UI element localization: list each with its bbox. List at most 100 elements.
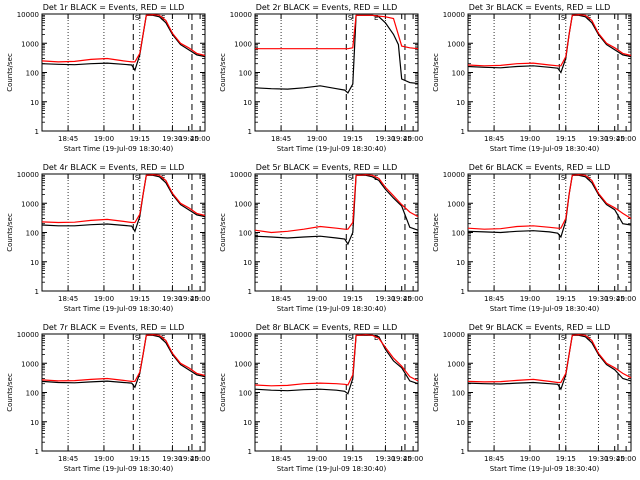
start-marker-label: S xyxy=(561,334,566,342)
y-tick-label: 1 xyxy=(461,128,465,136)
y-tick-label: 1000 xyxy=(447,200,465,208)
x-tick-label: 19:00 xyxy=(307,135,327,143)
x-tick-label: 18:45 xyxy=(58,295,78,303)
chart-title: Det 7r BLACK = Events, RED = LLD xyxy=(43,323,185,332)
x-axis-label: Start Time (19-Jul-09 18:30:40) xyxy=(64,465,174,473)
x-tick-label: 20:00 xyxy=(616,295,636,303)
y-tick-label: 10000 xyxy=(230,11,252,19)
lld-series-line xyxy=(467,14,632,67)
lld-series-line xyxy=(467,174,632,230)
x-axis-label: Start Time (19-Jul-09 18:30:40) xyxy=(64,305,174,313)
x-tick-label: 19:15 xyxy=(343,455,363,463)
chart-title: Det 5r BLACK = Events, RED = LLD xyxy=(256,163,398,172)
x-tick-label: 19:45 xyxy=(605,135,625,143)
x-tick-label: 19:30 xyxy=(375,295,395,303)
y-tick-label: 100 xyxy=(239,70,252,78)
x-tick-label: 20:00 xyxy=(190,455,210,463)
lld-series-line xyxy=(41,174,206,224)
start-marker-label: S xyxy=(135,14,140,22)
y-tick-label: 1 xyxy=(35,448,39,456)
y-tick-label: 100 xyxy=(452,390,465,398)
chart-panel-9: Det 9r BLACK = Events, RED = LLD 1 10 100 10… xyxy=(432,323,636,473)
chart-panel-2: Det 2r BLACK = Events, RED = LLD 1 10 100 10… xyxy=(219,3,423,153)
chart-panel-8: Det 8r BLACK = Events, RED = LLD 1 10 100 10… xyxy=(219,323,423,473)
x-tick-label: 19:45 xyxy=(392,135,412,143)
chart-title: Det 8r BLACK = Events, RED = LLD xyxy=(256,323,398,332)
x-tick-label: 19:15 xyxy=(556,455,576,463)
y-tick-label: 10 xyxy=(243,99,252,107)
x-tick-label: 19:00 xyxy=(94,455,114,463)
x-tick-label: 18:45 xyxy=(271,135,291,143)
x-tick-label: 19:45 xyxy=(179,455,199,463)
chart-title: Det 3r BLACK = Events, RED = LLD xyxy=(469,3,611,12)
y-tick-label: 10 xyxy=(456,99,465,107)
y-tick-label: 10000 xyxy=(17,331,39,339)
x-tick-label: 19:15 xyxy=(130,295,150,303)
x-axis-label: Start Time (19-Jul-09 18:30:40) xyxy=(490,305,600,313)
chart-title: Det 6r BLACK = Events, RED = LLD xyxy=(469,163,611,172)
y-axis-label: Counts/sec xyxy=(219,213,227,252)
x-tick-label: 18:45 xyxy=(58,455,78,463)
end-marker-label: E xyxy=(374,334,378,342)
y-tick-label: 1000 xyxy=(21,40,39,48)
start-marker-label: S xyxy=(348,174,353,182)
x-tick-label: 19:30 xyxy=(162,135,182,143)
y-tick-label: 10000 xyxy=(443,11,465,19)
x-tick-label: 19:00 xyxy=(307,295,327,303)
y-tick-label: 1 xyxy=(248,448,252,456)
x-axis-label: Start Time (19-Jul-09 18:30:40) xyxy=(490,145,600,153)
y-axis-label: Counts/sec xyxy=(219,373,227,412)
y-tick-label: 100 xyxy=(26,230,39,238)
y-tick-label: 1 xyxy=(35,288,39,296)
events-series-line xyxy=(41,334,206,389)
x-tick-label: 18:45 xyxy=(484,135,504,143)
x-tick-label: 19:45 xyxy=(179,135,199,143)
start-marker-label: S xyxy=(348,334,353,342)
x-tick-label: 19:30 xyxy=(162,295,182,303)
y-axis-label: Counts/sec xyxy=(432,53,440,92)
y-tick-label: 10 xyxy=(243,419,252,427)
chart-panel-4: Det 4r BLACK = Events, RED = LLD 1 10 100 10… xyxy=(6,163,210,313)
x-tick-label: 19:45 xyxy=(605,295,625,303)
x-axis-label: Start Time (19-Jul-09 18:30:40) xyxy=(277,145,387,153)
x-tick-label: 20:00 xyxy=(190,295,210,303)
x-tick-label: 19:15 xyxy=(343,295,363,303)
x-tick-label: 19:45 xyxy=(179,295,199,303)
plot-frame xyxy=(254,333,419,452)
x-tick-label: 19:30 xyxy=(375,455,395,463)
y-tick-label: 100 xyxy=(239,230,252,238)
y-tick-label: 1 xyxy=(461,448,465,456)
end-marker-label: E xyxy=(374,174,378,182)
x-tick-label: 18:45 xyxy=(484,455,504,463)
x-tick-label: 19:30 xyxy=(588,135,608,143)
y-tick-label: 10000 xyxy=(17,171,39,179)
x-tick-label: 19:30 xyxy=(162,455,182,463)
start-marker-label: S xyxy=(348,14,353,22)
chart-panel-1: Det 1r BLACK = Events, RED = LLD 1 10 100 10… xyxy=(6,3,210,153)
x-tick-label: 19:00 xyxy=(520,295,540,303)
y-tick-label: 10 xyxy=(456,259,465,267)
y-tick-label: 1 xyxy=(248,128,252,136)
y-tick-label: 1000 xyxy=(21,360,39,368)
x-tick-label: 19:15 xyxy=(556,135,576,143)
start-marker-label: S xyxy=(135,174,140,182)
plot-frame xyxy=(467,333,632,452)
x-tick-label: 19:00 xyxy=(307,455,327,463)
x-tick-label: 19:15 xyxy=(130,455,150,463)
chart-panel-5: Det 5r BLACK = Events, RED = LLD 1 10 100 10… xyxy=(219,163,423,313)
y-tick-label: 10 xyxy=(30,419,39,427)
x-tick-label: 19:00 xyxy=(94,135,114,143)
start-marker-label: S xyxy=(561,14,566,22)
lld-series-line xyxy=(255,14,419,50)
y-tick-label: 10000 xyxy=(230,331,252,339)
x-tick-label: 19:30 xyxy=(588,455,608,463)
y-tick-label: 1000 xyxy=(21,200,39,208)
y-tick-label: 10 xyxy=(30,259,39,267)
lld-series-line xyxy=(41,334,206,383)
x-tick-label: 20:00 xyxy=(616,455,636,463)
x-tick-label: 20:00 xyxy=(616,135,636,143)
x-tick-label: 19:30 xyxy=(375,135,395,143)
y-axis-label: Counts/sec xyxy=(6,213,14,252)
x-tick-label: 19:45 xyxy=(392,295,412,303)
